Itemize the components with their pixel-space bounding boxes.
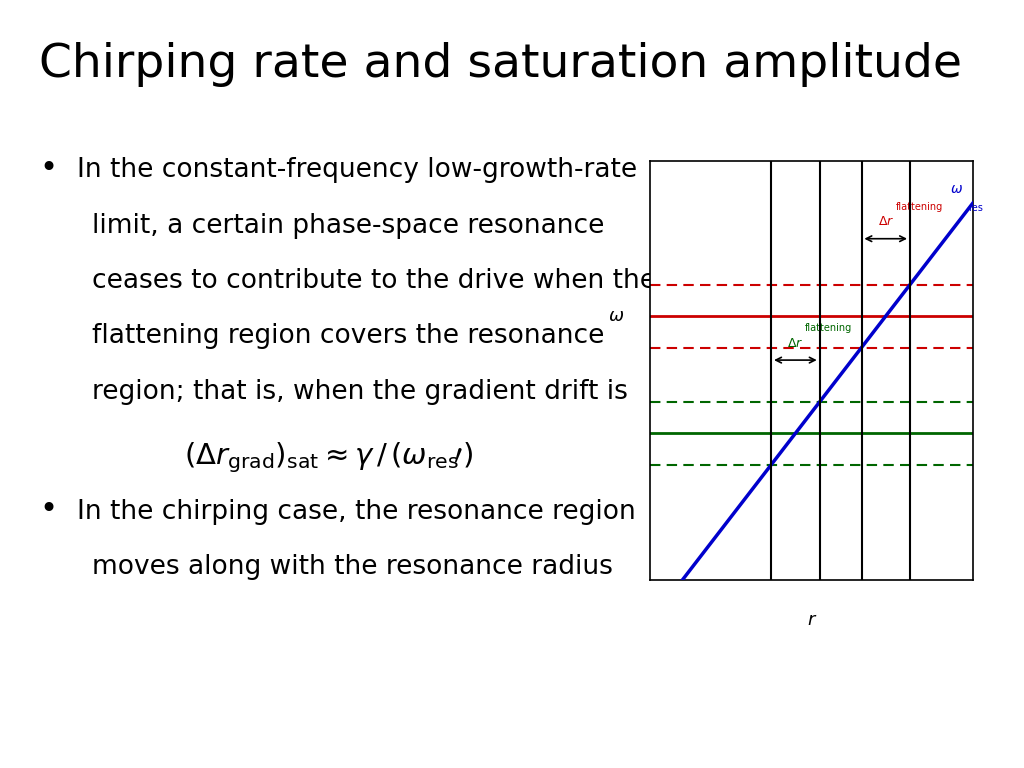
Text: In the constant-frequency low-growth-rate: In the constant-frequency low-growth-rat… [77,157,637,184]
Text: •: • [39,154,57,183]
Text: res: res [968,203,983,214]
Text: r: r [808,611,815,628]
Text: moves along with the resonance radius: moves along with the resonance radius [92,554,613,581]
Text: $(\Delta r_{\mathrm{grad}})_{\mathrm{sat}} \approx \gamma\,/\,(\omega_{\mathrm{r: $(\Delta r_{\mathrm{grad}})_{\mathrm{sat… [184,440,473,475]
Text: Chirping rate and saturation amplitude: Chirping rate and saturation amplitude [39,42,962,88]
Text: region; that is, when the gradient drift is: region; that is, when the gradient drift… [92,379,628,405]
Text: $\Delta r$: $\Delta r$ [787,336,804,349]
Text: limit, a certain phase-space resonance: limit, a certain phase-space resonance [92,213,604,239]
Text: $\omega$: $\omega$ [950,182,964,196]
Text: flattening: flattening [895,201,943,211]
Text: In the chirping case, the resonance region: In the chirping case, the resonance regi… [77,499,636,525]
Text: $\Delta r$: $\Delta r$ [878,215,894,228]
Text: $\omega$: $\omega$ [608,307,625,325]
Text: ceases to contribute to the drive when the: ceases to contribute to the drive when t… [92,268,656,294]
Text: flattening: flattening [805,323,852,333]
Text: •: • [39,495,57,525]
Text: flattening region covers the resonance: flattening region covers the resonance [92,323,604,349]
